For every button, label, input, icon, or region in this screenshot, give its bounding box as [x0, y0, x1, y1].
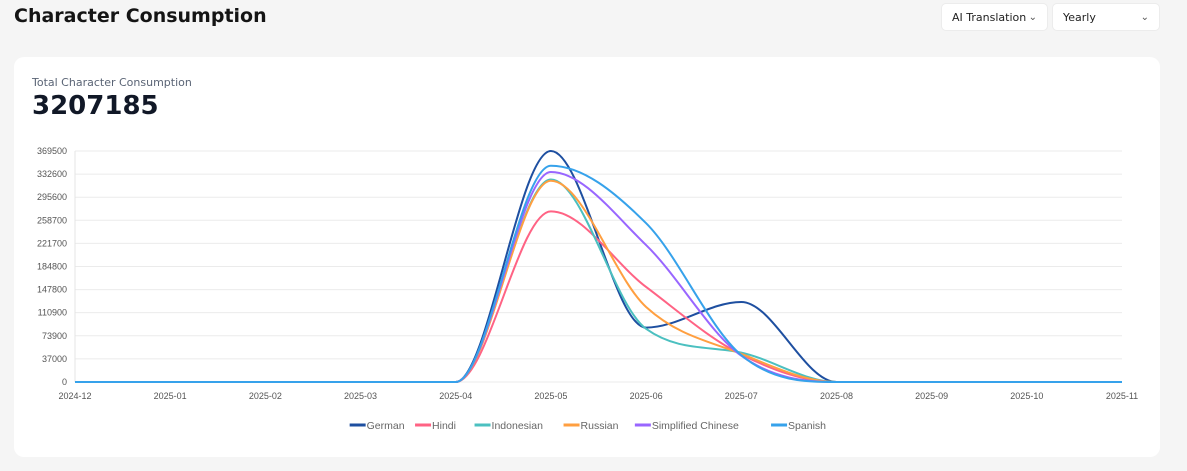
x-tick-label: 2025-11: [1106, 391, 1138, 401]
period-select-value: Yearly: [1063, 10, 1096, 24]
x-tick-label: 2025-04: [439, 391, 472, 401]
line-chart: 0 37000 73900 110900 147800 184800 221700 25870…: [37, 146, 1138, 432]
x-tick-label: 2025-02: [249, 391, 282, 401]
x-tick-label: 2025-05: [534, 391, 567, 401]
series-line-russian: [74, 179, 1122, 384]
y-tick-label: 295600: [37, 192, 67, 202]
y-tick-label: 332600: [37, 169, 67, 179]
x-tick-label: 2025-03: [344, 391, 377, 401]
total-value: 3207185: [32, 91, 159, 121]
x-tick-label: 2025-09: [915, 391, 948, 401]
legend-item-spanish[interactable]: Spanish: [788, 420, 826, 432]
x-tick-label: 2025-10: [1010, 391, 1043, 401]
series-line-spanish: [74, 164, 1122, 384]
period-select[interactable]: Yearly ⌄: [1052, 3, 1160, 31]
y-tick-label: 147800: [37, 285, 67, 295]
service-select-value: AI Translation: [952, 10, 1027, 24]
consumption-card: Total Character Consumption 3207185 0 370…: [14, 57, 1160, 457]
y-tick-label: 37000: [42, 354, 67, 364]
x-tick-label: 2025-06: [630, 391, 663, 401]
y-tick-label: 0: [62, 377, 67, 387]
y-tick-label: 258700: [37, 215, 67, 225]
x-tick-label: 2025-07: [725, 391, 758, 401]
page-title: Character Consumption: [14, 5, 267, 27]
legend-item-hindi[interactable]: Hindi: [432, 420, 456, 432]
service-select[interactable]: AI Translation ⌄: [941, 3, 1048, 31]
total-label: Total Character Consumption: [32, 76, 192, 89]
y-tick-label: 369500: [37, 146, 67, 156]
legend-item-indonesian[interactable]: Indonesian: [492, 420, 544, 432]
legend-item-russian[interactable]: Russian: [581, 420, 619, 432]
y-tick-label: 73900: [42, 331, 67, 341]
chevron-down-icon: ⌄: [1028, 11, 1037, 23]
chevron-down-icon: ⌄: [1140, 11, 1149, 23]
y-tick-label: 221700: [37, 238, 67, 248]
y-tick-label: 184800: [37, 261, 67, 271]
x-tick-label: 2024-12: [58, 391, 91, 401]
legend-item-german[interactable]: German: [367, 420, 405, 432]
series-line-simplified-chinese: [74, 170, 1122, 384]
series-line-indonesian: [74, 178, 1122, 384]
x-tick-label: 2025-01: [154, 391, 187, 401]
x-tick-label: 2025-08: [820, 391, 853, 401]
legend-item-simplified-chinese[interactable]: Simplified Chinese: [652, 420, 739, 432]
y-tick-label: 110900: [38, 308, 67, 318]
